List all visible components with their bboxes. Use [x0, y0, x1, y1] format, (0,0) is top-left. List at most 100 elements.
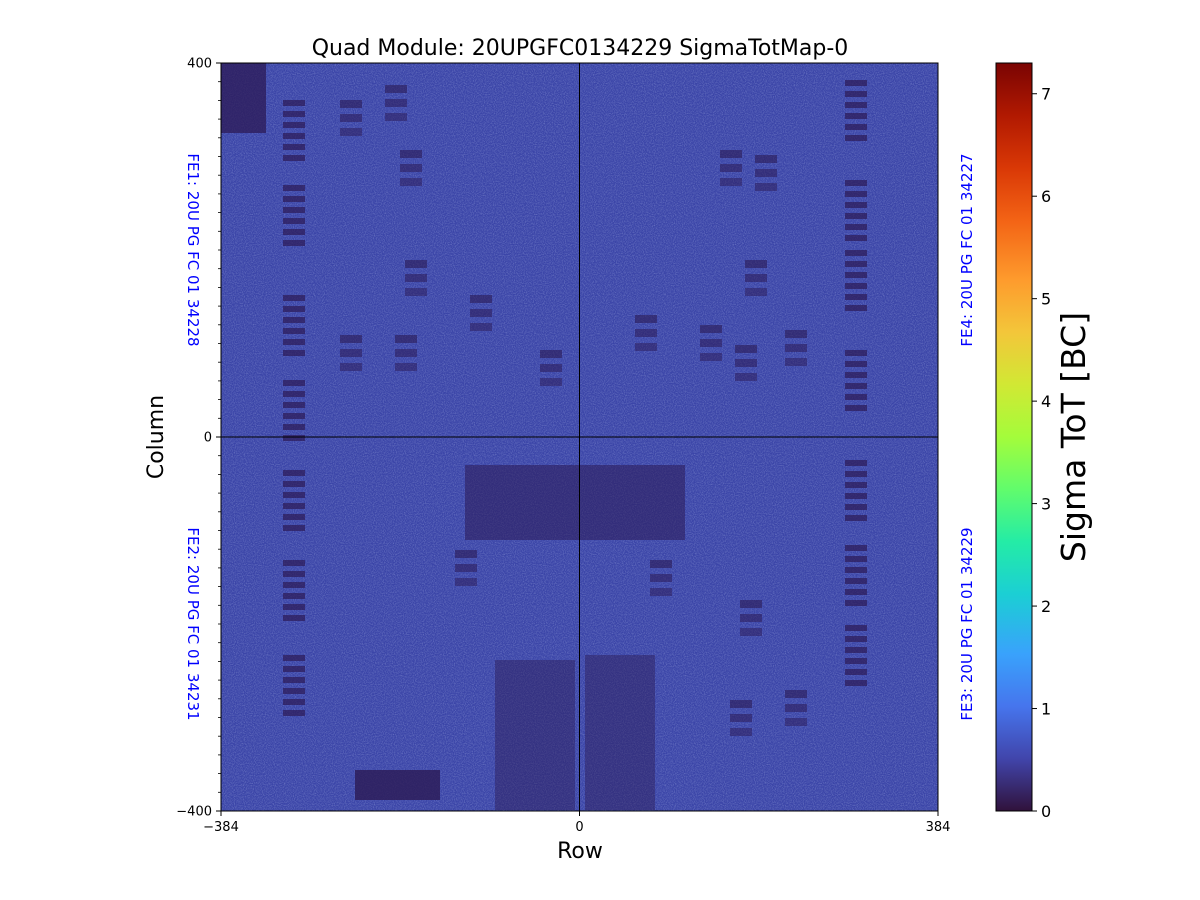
low-sigma-patch — [405, 274, 427, 282]
low-sigma-patch — [395, 349, 417, 357]
low-sigma-patch — [745, 288, 767, 296]
low-sigma-patch — [845, 589, 867, 595]
low-sigma-patch — [385, 99, 407, 107]
low-sigma-patch — [845, 213, 867, 219]
chip-label-fe4: FE4: 20U PG FC 01 34227 — [958, 153, 976, 346]
low-sigma-patch — [845, 113, 867, 119]
low-sigma-patch — [283, 710, 305, 716]
low-sigma-patch — [283, 582, 305, 588]
low-sigma-patch — [635, 315, 657, 323]
low-sigma-patch — [283, 100, 305, 106]
low-sigma-patch — [755, 155, 777, 163]
low-sigma-patch — [735, 373, 757, 381]
low-sigma-patch — [283, 481, 305, 487]
low-sigma-patch — [845, 545, 867, 551]
low-sigma-patch — [735, 345, 757, 353]
low-sigma-patch — [283, 207, 305, 213]
y-axis-minor-ticks — [218, 81, 221, 793]
x-tick-label: −384 — [203, 820, 239, 835]
low-sigma-patch — [355, 770, 440, 800]
low-sigma-patch — [845, 383, 867, 389]
low-sigma-patch — [845, 250, 867, 256]
low-sigma-patch — [845, 350, 867, 356]
low-sigma-patch — [785, 330, 807, 338]
colorbar-label: Sigma ToT [BC] — [1054, 312, 1093, 562]
low-sigma-patch — [845, 504, 867, 510]
low-sigma-patch — [730, 714, 752, 722]
low-sigma-patch — [283, 306, 305, 312]
low-sigma-patch — [283, 339, 305, 345]
low-sigma-patch — [221, 63, 266, 133]
low-sigma-patch — [845, 567, 867, 573]
low-sigma-patch — [465, 465, 685, 540]
low-sigma-patch — [340, 128, 362, 136]
chart-title: Quad Module: 20UPGFC0134229 SigmaTotMap-… — [312, 36, 849, 61]
low-sigma-patch — [540, 364, 562, 372]
low-sigma-patch — [283, 391, 305, 397]
low-sigma-patch — [283, 402, 305, 408]
low-sigma-patch — [845, 647, 867, 653]
x-axis-ticks: −384 0 384 — [203, 811, 950, 835]
low-sigma-patch — [400, 164, 422, 172]
low-sigma-patch — [755, 169, 777, 177]
low-sigma-patch — [283, 571, 305, 577]
low-sigma-patch — [283, 295, 305, 301]
y-axis-ticks: −400 0 400 — [176, 57, 221, 820]
low-sigma-patch — [283, 604, 305, 610]
low-sigma-patch — [785, 704, 807, 712]
low-sigma-patch — [395, 335, 417, 343]
low-sigma-patch — [405, 260, 427, 268]
low-sigma-patch — [283, 666, 305, 672]
low-sigma-patch — [405, 288, 427, 296]
chip-label-fe1: FE1: 20U PG FC 01 34228 — [184, 153, 202, 346]
low-sigma-patch — [283, 218, 305, 224]
low-sigma-patch — [845, 493, 867, 499]
low-sigma-patch — [845, 556, 867, 562]
low-sigma-patch — [845, 482, 867, 488]
chip-label-fe2: FE2: 20U PG FC 01 34231 — [184, 527, 202, 720]
low-sigma-patch — [385, 113, 407, 121]
colorbar-tick-label: 6 — [1041, 187, 1051, 206]
low-sigma-patch — [283, 229, 305, 235]
low-sigma-patch — [785, 690, 807, 698]
low-sigma-patch — [845, 658, 867, 664]
low-sigma-patch — [845, 460, 867, 466]
low-sigma-patch — [650, 588, 672, 596]
low-sigma-patch — [845, 272, 867, 278]
low-sigma-patch — [283, 350, 305, 356]
low-sigma-patch — [340, 335, 362, 343]
low-sigma-patch — [845, 471, 867, 477]
low-sigma-patch — [455, 564, 477, 572]
low-sigma-patch — [283, 185, 305, 191]
low-sigma-patch — [540, 350, 562, 358]
low-sigma-patch — [283, 470, 305, 476]
low-sigma-patch — [400, 150, 422, 158]
low-sigma-patch — [745, 274, 767, 282]
low-sigma-patch — [455, 550, 477, 558]
low-sigma-patch — [845, 224, 867, 230]
low-sigma-patch — [395, 363, 417, 371]
low-sigma-patch — [845, 305, 867, 311]
x-axis-label: Row — [557, 839, 603, 864]
low-sigma-patch — [845, 124, 867, 130]
low-sigma-patch — [845, 636, 867, 642]
low-sigma-patch — [283, 615, 305, 621]
low-sigma-patch — [455, 578, 477, 586]
colorbar-ticks: 0 1 2 3 4 5 6 7 — [1032, 85, 1051, 821]
colorbar-tick-label: 0 — [1041, 802, 1051, 821]
low-sigma-patch — [785, 344, 807, 352]
low-sigma-patch — [283, 560, 305, 566]
low-sigma-patch — [755, 183, 777, 191]
low-sigma-patch — [340, 100, 362, 108]
low-sigma-patch — [845, 80, 867, 86]
low-sigma-patch — [340, 114, 362, 122]
low-sigma-patch — [540, 378, 562, 386]
low-sigma-patch — [740, 614, 762, 622]
low-sigma-patch — [283, 122, 305, 128]
low-sigma-patch — [283, 380, 305, 386]
y-tick-label: −400 — [176, 805, 212, 820]
low-sigma-patch — [740, 600, 762, 608]
low-sigma-patch — [740, 628, 762, 636]
low-sigma-patch — [470, 295, 492, 303]
x-tick-label: 0 — [575, 820, 583, 835]
